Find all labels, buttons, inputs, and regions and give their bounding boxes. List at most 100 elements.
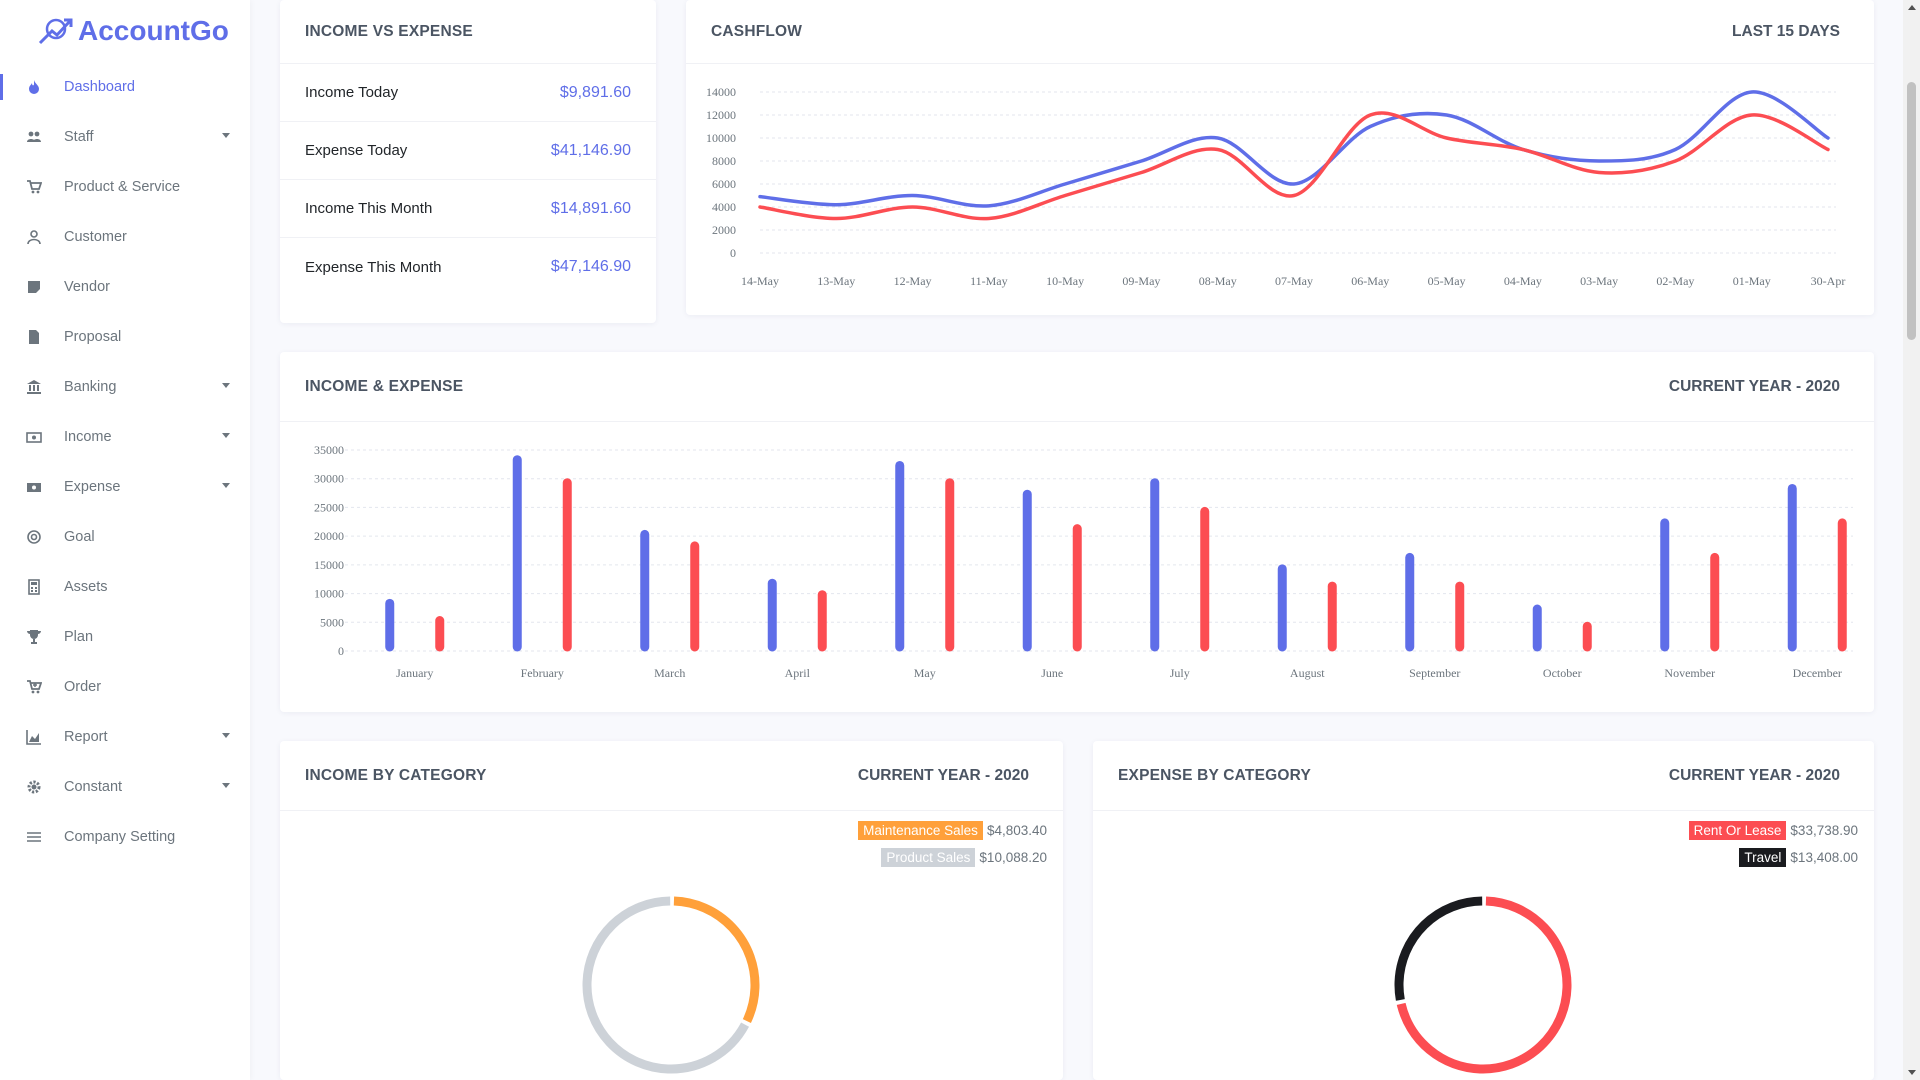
sidebar-item-product-service[interactable]: Product & Service: [0, 162, 250, 212]
money-icon: [26, 429, 42, 445]
y-tick-label: 10000: [314, 587, 344, 601]
caret-down-icon: [222, 133, 230, 138]
sidebar-item-vendor[interactable]: Vendor: [0, 262, 250, 312]
scroll-up-arrow-icon[interactable]: [1908, 5, 1916, 10]
sidebar-item-order[interactable]: Order: [0, 662, 250, 712]
sidebar-item-label: Report: [64, 729, 108, 745]
sidebar-item-company-setting[interactable]: Company Setting: [0, 812, 250, 862]
card-title: EXPENSE BY CATEGORY: [1118, 766, 1312, 784]
income-legend: Maintenance Sales $4,803.40 Product Sales $…: [858, 821, 1047, 875]
summary-label: Income Today: [305, 84, 399, 101]
x-tick-label: 07-May: [1275, 274, 1313, 288]
sidebar-item-customer[interactable]: Customer: [0, 212, 250, 262]
y-tick-label: 10000: [706, 131, 736, 145]
target-icon: [26, 529, 42, 545]
sidebar-item-income[interactable]: Income: [0, 412, 250, 462]
x-tick-label: October: [1543, 666, 1582, 680]
users-icon: [26, 129, 42, 145]
x-tick-label: February: [521, 666, 564, 680]
legend-tag: Travel: [1739, 848, 1787, 867]
x-tick-label: January: [396, 666, 433, 680]
y-tick-label: 15000: [314, 558, 344, 572]
legend-item[interactable]: Product Sales $10,088.20: [858, 848, 1047, 867]
summary-value: $47,146.90: [550, 258, 631, 275]
card-period[interactable]: LAST 15 DAYS: [1732, 22, 1840, 40]
card-header: EXPENSE BY CATEGORY CURRENT YEAR - 2020: [1093, 741, 1874, 811]
sidebar-item-assets[interactable]: Assets: [0, 562, 250, 612]
x-tick-label: April: [785, 666, 811, 680]
legend-value: $10,088.20: [979, 850, 1047, 865]
caret-down-icon: [222, 383, 230, 388]
x-tick-label: 14-May: [741, 274, 779, 288]
card-period[interactable]: CURRENT YEAR - 2020: [857, 766, 1029, 784]
sidebar-item-proposal[interactable]: Proposal: [0, 312, 250, 362]
x-tick-label: 06-May: [1351, 274, 1389, 288]
y-tick-label: 6000: [712, 177, 736, 191]
caret-down-icon: [222, 433, 230, 438]
sidebar: AccountGo Dashboard Staff Product & Servic…: [0, 0, 250, 1080]
x-tick-label: 02-May: [1656, 274, 1694, 288]
sidebar-item-label: Staff: [64, 129, 94, 145]
cart-plus-icon: [26, 679, 42, 695]
x-tick-label: 08-May: [1199, 274, 1237, 288]
series-line-0: [758, 90, 1830, 208]
y-tick-label: 12000: [706, 108, 736, 122]
y-tick-label: 0: [338, 644, 344, 658]
scrollbar-thumb[interactable]: [1907, 82, 1916, 340]
legend-item[interactable]: Travel $13,408.00: [1689, 848, 1858, 867]
sidebar-item-goal[interactable]: Goal: [0, 512, 250, 562]
sidebar-item-plan[interactable]: Plan: [0, 612, 250, 662]
chart-area-icon: [26, 729, 42, 745]
trophy-icon: [26, 629, 42, 645]
legend-item[interactable]: Maintenance Sales $4,803.40: [858, 821, 1047, 840]
donut-slice: [582, 896, 760, 1074]
sidebar-nav: Dashboard Staff Product & Service Customer V…: [0, 62, 250, 862]
summary-value: $14,891.60: [550, 199, 631, 217]
card-header: CASHFLOW LAST 15 DAYS: [686, 0, 1874, 64]
bank-icon: [26, 379, 42, 395]
sidebar-item-staff[interactable]: Staff: [0, 112, 250, 162]
scroll-down-arrow-icon[interactable]: [1908, 1070, 1916, 1075]
summary-row: Income Today $9,891.60: [280, 64, 656, 122]
card-header: INCOME VS EXPENSE: [280, 0, 656, 64]
sidebar-item-banking[interactable]: Banking: [0, 362, 250, 412]
card-title: INCOME & EXPENSE: [305, 377, 464, 395]
y-tick-label: 0: [730, 246, 736, 260]
y-tick-label: 2000: [712, 223, 736, 237]
money-bill-icon: [26, 479, 42, 495]
card-period[interactable]: CURRENT YEAR - 2020: [1668, 377, 1840, 395]
card-period[interactable]: CURRENT YEAR - 2020: [1668, 766, 1840, 784]
y-tick-label: 14000: [706, 85, 736, 99]
caret-down-icon: [222, 783, 230, 788]
sidebar-item-label: Dashboard: [64, 79, 135, 95]
x-tick-label: 10-May: [1046, 274, 1084, 288]
sidebar-item-report[interactable]: Report: [0, 712, 250, 762]
legend-tag: Product Sales: [881, 848, 976, 867]
x-tick-label: 12-May: [894, 274, 932, 288]
x-tick-label: September: [1409, 666, 1460, 680]
y-tick-label: 4000: [712, 200, 736, 214]
sidebar-item-dashboard[interactable]: Dashboard: [0, 62, 250, 112]
logo-icon: [38, 18, 73, 45]
page-scrollbar[interactable]: [1903, 0, 1920, 1080]
logo[interactable]: AccountGo: [0, 0, 250, 62]
legend-tag: Rent Or Lease: [1688, 821, 1787, 840]
summary-value: $41,146.90: [550, 141, 631, 159]
series-line-1: [758, 111, 1830, 221]
sidebar-item-label: Vendor: [64, 279, 110, 295]
sidebar-item-constant[interactable]: Constant: [0, 762, 250, 812]
income-by-category-card: INCOME BY CATEGORY CURRENT YEAR - 2020 M…: [280, 741, 1063, 1080]
summary-label: Expense Today: [305, 142, 408, 159]
summary-row: Expense Today $41,146.90: [280, 122, 656, 180]
card-header: INCOME BY CATEGORY CURRENT YEAR - 2020: [280, 741, 1063, 811]
sidebar-item-label: Expense: [64, 479, 121, 495]
donut-slice: [582, 896, 760, 1074]
summary-row: Income This Month $14,891.60: [280, 180, 656, 238]
sidebar-item-expense[interactable]: Expense: [0, 462, 250, 512]
sidebar-item-label: Company Setting: [64, 829, 176, 845]
y-tick-label: 30000: [314, 472, 344, 486]
summary-value: $9,891.60: [559, 83, 631, 101]
legend-item[interactable]: Rent Or Lease $33,738.90: [1688, 821, 1858, 840]
sidebar-item-label: Income: [64, 429, 112, 445]
y-tick-label: 35000: [314, 443, 344, 457]
